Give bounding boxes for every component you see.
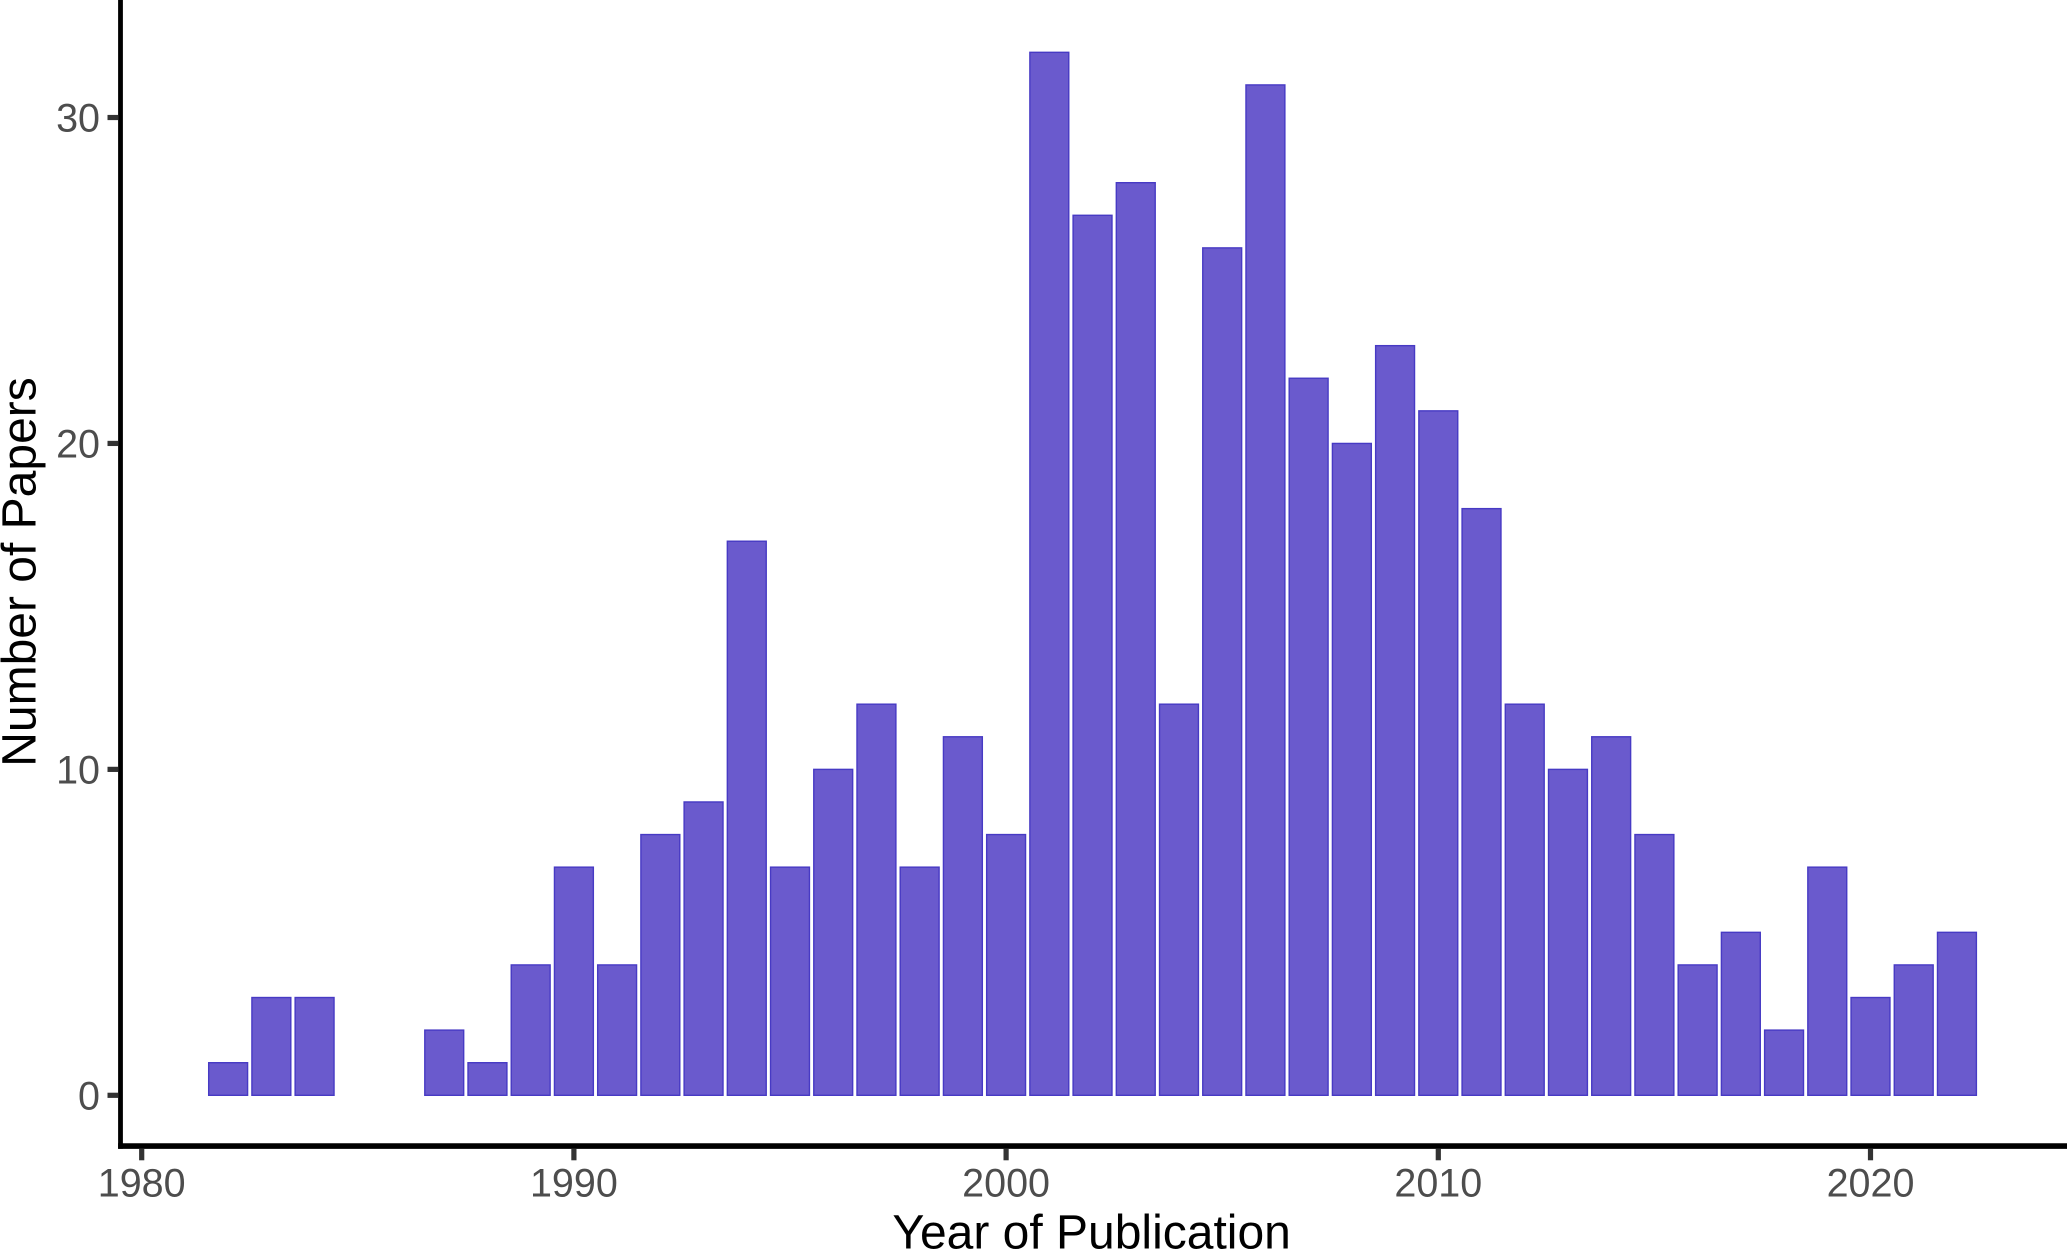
svg-text:30: 30 bbox=[56, 97, 100, 141]
svg-text:10: 10 bbox=[56, 748, 100, 792]
svg-text:Year of Publication: Year of Publication bbox=[892, 1206, 1291, 1250]
svg-text:1990: 1990 bbox=[530, 1162, 618, 1206]
svg-text:Number of Papers: Number of Papers bbox=[0, 377, 47, 767]
svg-text:2020: 2020 bbox=[1827, 1162, 1915, 1206]
svg-text:2000: 2000 bbox=[962, 1162, 1050, 1206]
svg-text:1980: 1980 bbox=[98, 1162, 186, 1206]
svg-text:20: 20 bbox=[56, 422, 100, 466]
svg-text:2010: 2010 bbox=[1394, 1162, 1482, 1206]
svg-text:0: 0 bbox=[78, 1074, 100, 1118]
